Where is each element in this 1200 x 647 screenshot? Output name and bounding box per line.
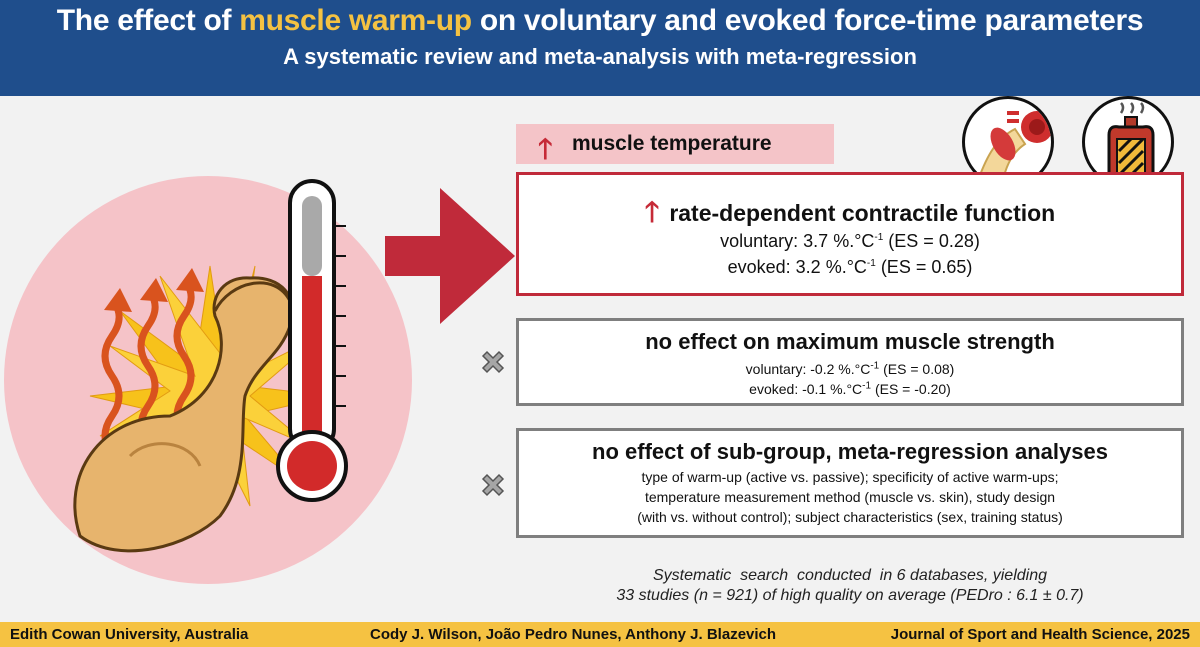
warmup-illustration — [4, 176, 515, 584]
footer-bar: Edith Cowan University, Australia Cody J… — [0, 622, 1200, 647]
search-summary: Systematic search conducted in 6 databas… — [516, 566, 1184, 606]
strength-evoked-line: evoked: -0.1 %.°C-1 (ES = -0.20) — [749, 380, 951, 397]
contractile-evoked-line: evoked: 3.2 %.°C-1 (ES = 0.65) — [727, 257, 973, 277]
subgroup-line-1: type of warm-up (active vs. passive); sp… — [641, 469, 1059, 485]
muscle-strength-box: no effect on maximum muscle strength vol… — [516, 318, 1184, 406]
page-subtitle: A systematic review and meta-analysis wi… — [283, 44, 917, 69]
search-line-1: Systematic search conducted in 6 databas… — [653, 567, 1047, 584]
footer-journal: Journal of Sport and Health Science, 202… — [890, 626, 1190, 643]
muscle-temperature-banner: 🡑 muscle temperature — [516, 124, 834, 164]
thermometer-icon — [276, 179, 348, 502]
x-mark-icon — [481, 350, 505, 374]
right-arrow-icon — [385, 188, 515, 324]
subgroup-analysis-box: no effect of sub-group, meta-regression … — [516, 428, 1184, 538]
x-mark-icon — [481, 473, 505, 497]
subgroup-line-3: (with vs. without control); subject char… — [637, 509, 1063, 525]
up-arrow-icon: 🡑 — [538, 133, 553, 164]
contractile-function-heading: 🡑 rate-dependent contractile function — [644, 196, 1056, 227]
muscle-temperature-label: muscle temperature — [572, 132, 772, 155]
header-banner: The effect of muscle warm-up on voluntar… — [0, 0, 1200, 96]
title-highlight: muscle warm-up — [239, 4, 472, 37]
contractile-voluntary-line: voluntary: 3.7 %.°C-1 (ES = 0.28) — [720, 231, 980, 251]
subgroup-heading: no effect of sub-group, meta-regression … — [592, 439, 1108, 464]
footer-university: Edith Cowan University, Australia — [10, 626, 249, 643]
contractile-function-box: 🡑 rate-dependent contractile function vol… — [516, 172, 1184, 296]
heat-arrows-icon — [101, 286, 195, 460]
subgroup-line-2: temperature measurement method (muscle v… — [644, 489, 1056, 505]
flexed-arm-icon — [73, 276, 295, 553]
search-line-2: 33 studies (n = 921) of high quality on … — [616, 587, 1084, 604]
footer-authors: Cody J. Wilson, João Pedro Nunes, Anthon… — [370, 626, 777, 643]
muscle-strength-heading: no effect on maximum muscle strength — [645, 329, 1055, 354]
strength-voluntary-line: voluntary: -0.2 %.°C-1 (ES = 0.08) — [745, 360, 955, 377]
page-title: The effect of muscle warm-up on voluntar… — [56, 4, 1144, 37]
up-arrow-icon: 🡑 — [644, 196, 660, 227]
